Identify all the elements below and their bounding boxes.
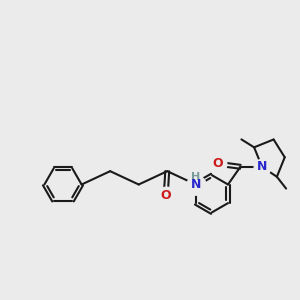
Text: O: O bbox=[213, 157, 223, 170]
Text: O: O bbox=[160, 189, 171, 202]
Text: N: N bbox=[190, 178, 201, 191]
Text: N: N bbox=[257, 160, 267, 173]
Text: H: H bbox=[191, 172, 200, 182]
